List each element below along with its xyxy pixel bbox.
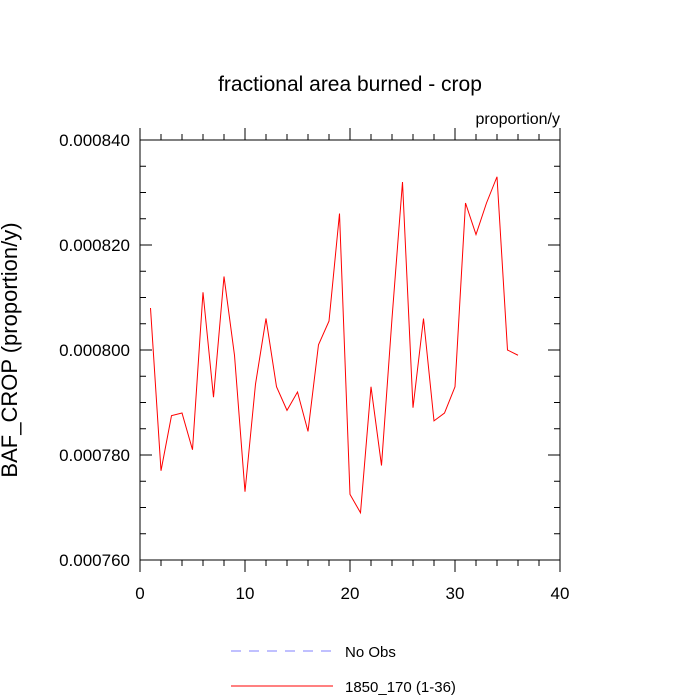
- tick-labels: 0 10 20 30 40 0.000760 0.000780 0.000800 0.00082…: [59, 131, 569, 603]
- x-tick-label: 40: [551, 584, 570, 603]
- chart-title: fractional area burned - crop: [218, 73, 482, 96]
- y-tick-label: 0.000800: [59, 341, 130, 360]
- x-tick-label: 30: [446, 584, 465, 603]
- y-tick-label: 0.000820: [59, 236, 130, 255]
- y-tick-label: 0.000760: [59, 551, 130, 570]
- plot-frame: [139, 139, 561, 561]
- series-line: [150, 176, 519, 515]
- y-tick-label: 0.000840: [59, 131, 130, 150]
- x-tick-label: 20: [341, 584, 360, 603]
- axis-ticks: [139, 128, 561, 572]
- legend-label: No Obs: [345, 644, 396, 661]
- x-tick-label: 10: [236, 584, 255, 603]
- units-label: proportion/y: [476, 111, 561, 128]
- y-axis-label: BAF_CROP (proportion/y): [0, 222, 22, 477]
- x-tick-label: 0: [135, 584, 144, 603]
- series-layer: [150, 176, 519, 515]
- legend-label: 1850_170 (1-36): [345, 679, 456, 696]
- y-tick-label: 0.000780: [59, 446, 130, 465]
- legend: No Obs 1850_170 (1-36): [231, 644, 456, 696]
